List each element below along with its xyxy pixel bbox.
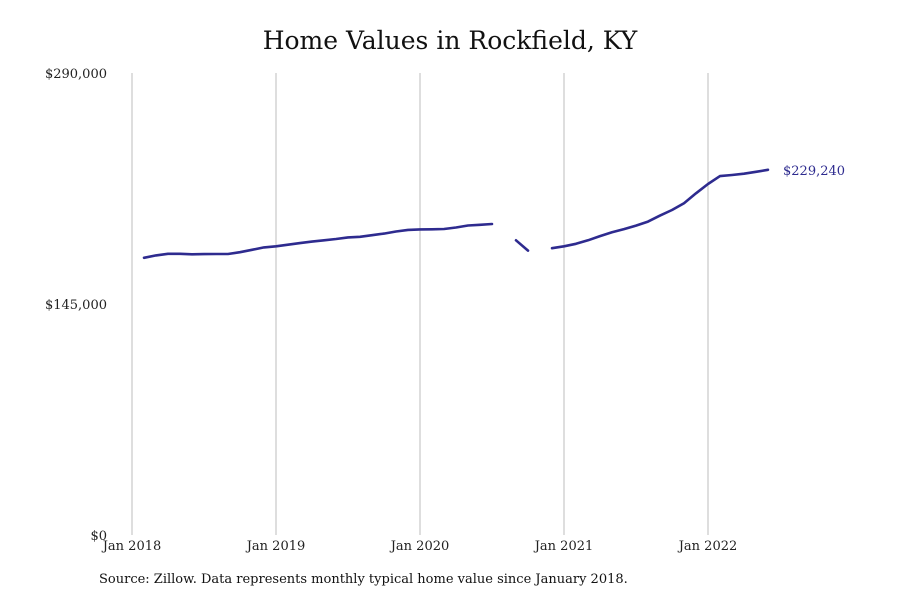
y-tick-label: $145,000	[45, 298, 107, 313]
chart-title: Home Values in Rockfield, KY	[262, 26, 638, 55]
series-line-segment-2	[550, 168, 770, 250]
series-line-segment-1	[514, 239, 530, 252]
y-tick-label: $290,000	[45, 67, 107, 82]
source-note: Source: Zillow. Data represents monthly …	[99, 572, 628, 587]
series-line-segment-0	[142, 222, 494, 260]
last-value-label: $229,240	[783, 164, 845, 179]
x-tick-label: Jan 2021	[533, 539, 594, 554]
x-tick-label: Jan 2018	[101, 539, 162, 554]
x-tick-label: Jan 2019	[245, 539, 306, 554]
x-tick-label: Jan 2020	[389, 539, 450, 554]
x-tick-label: Jan 2022	[677, 539, 738, 554]
y-tick-label: $0	[90, 529, 107, 544]
